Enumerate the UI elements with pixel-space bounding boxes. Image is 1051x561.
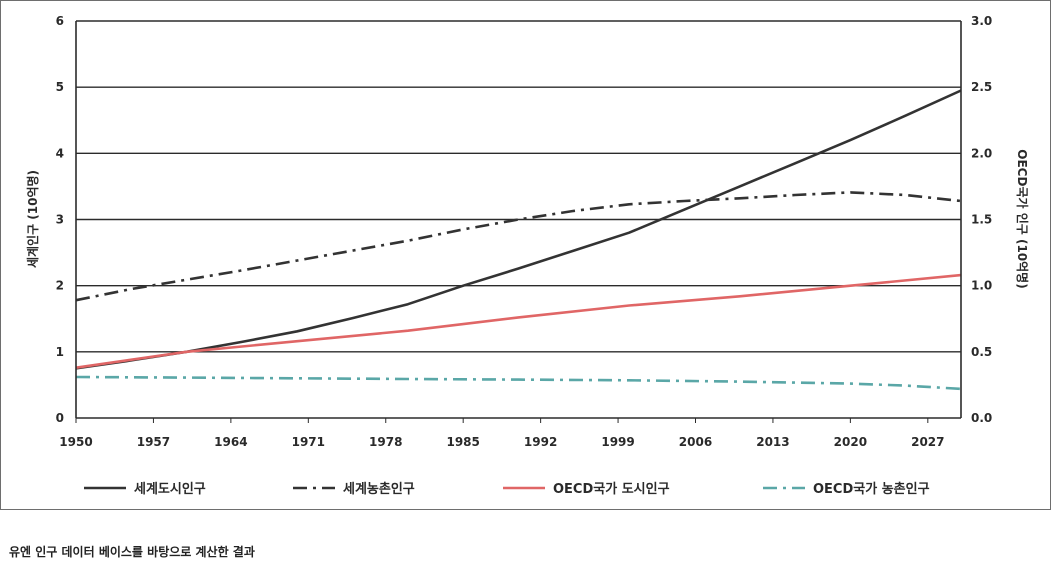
gridlines — [76, 20, 961, 353]
tick-labels: 0 1 2 3 4 5 6 0.0 0.5 1.0 1.5 2.0 2.5 3.0 1950 1957 1964… — [56, 14, 993, 449]
x-tick-label: 1992 — [524, 435, 557, 449]
y-axis-left-label: 세계인구 (10억명) — [25, 170, 40, 268]
y-tick-left: 0 — [56, 411, 64, 425]
x-tick-label: 1978 — [369, 435, 402, 449]
series-line-3 — [75, 273, 962, 369]
series-group — [75, 89, 962, 391]
y-tick-right: 1.5 — [971, 213, 992, 227]
legend-label: 세계농촌인구 — [343, 481, 415, 497]
legend-label: OECD국가 도시인구 — [553, 481, 670, 497]
x-tick-label: 2006 — [679, 435, 712, 449]
y-tick-left: 1 — [56, 345, 64, 359]
x-tick-label: 2013 — [756, 435, 789, 449]
y-tick-left: 4 — [56, 146, 64, 160]
population-line-chart: 0 1 2 3 4 5 6 0.0 0.5 1.0 1.5 2.0 2.5 3.0 1950 1957 1964… — [25, 14, 1030, 497]
legend: 세계도시인구 세계농촌인구 OECD국가 도시인구 OECD국가 농촌인구 — [84, 481, 930, 497]
series-line-4 — [75, 375, 962, 391]
y-axis-right-label: OECD국가 인구 (10억명) — [1015, 149, 1030, 288]
x-tick-label: 1971 — [292, 435, 325, 449]
y-tick-right: 2.5 — [971, 80, 992, 94]
x-tick-label: 1985 — [446, 435, 479, 449]
x-tick-label: 2020 — [834, 435, 867, 449]
series-line-2 — [75, 191, 962, 302]
y-tick-right: 3.0 — [971, 14, 992, 28]
axes — [75, 21, 962, 423]
y-tick-left: 3 — [56, 213, 64, 227]
series-line-1 — [75, 89, 962, 370]
y-tick-left: 6 — [56, 14, 64, 28]
y-tick-left: 5 — [56, 80, 64, 94]
y-tick-right: 2.0 — [971, 146, 992, 160]
x-tick-label: 1950 — [59, 435, 92, 449]
chart-frame — [0, 0, 1051, 510]
x-tick-label: 1957 — [137, 435, 170, 449]
legend-label: OECD국가 농촌인구 — [813, 481, 930, 497]
source-note: 유엔 인구 데이터 베이스를 바탕으로 계산한 결과 — [9, 545, 255, 559]
x-tick-label: 1999 — [601, 435, 634, 449]
y-tick-right: 0.0 — [971, 411, 992, 425]
y-tick-right: 1.0 — [971, 279, 992, 293]
x-tick-label: 2027 — [911, 435, 944, 449]
y-tick-left: 2 — [56, 279, 64, 293]
legend-label: 세계도시인구 — [134, 481, 206, 497]
x-tick-label: 1964 — [214, 435, 247, 449]
y-tick-right: 0.5 — [971, 345, 992, 359]
